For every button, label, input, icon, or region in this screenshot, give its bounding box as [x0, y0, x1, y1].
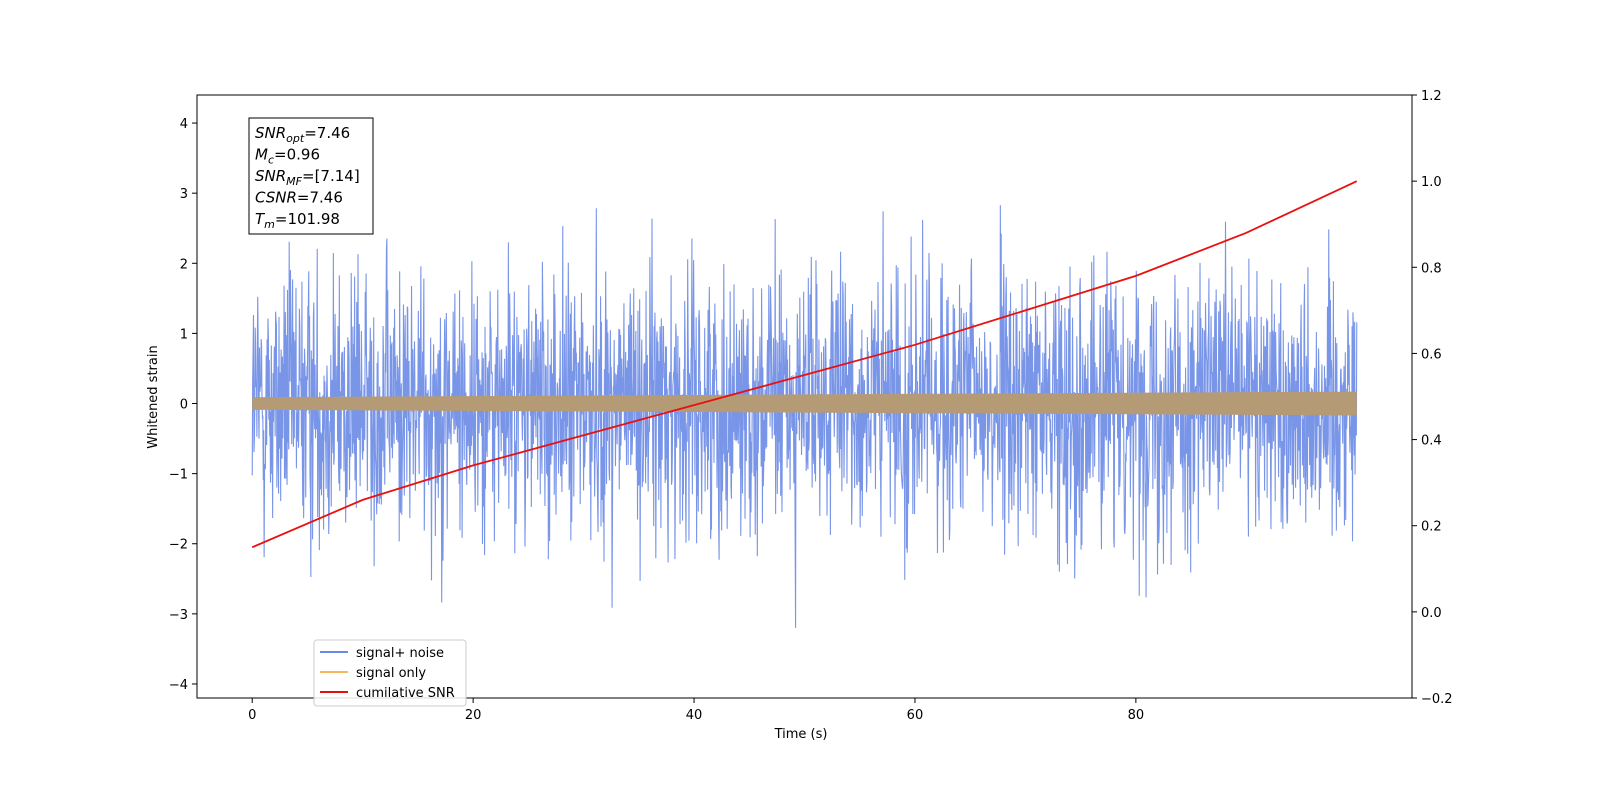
y-tick-label: −4 — [169, 678, 188, 693]
x-tick-label: 60 — [907, 708, 924, 723]
y-axis-title: Whitened strain — [146, 345, 161, 448]
x-axis-title: Time (s) — [774, 727, 828, 742]
legend: signal+ noise signal only cumilative SNR — [313, 639, 467, 707]
y2-tick-label: 0.2 — [1421, 520, 1442, 535]
y-tick-label: 3 — [180, 187, 188, 202]
y-tick-label: 2 — [180, 257, 188, 272]
annotation-line: CSNR=7.46 — [255, 189, 343, 207]
y2-tick-label: 0.8 — [1421, 261, 1442, 276]
axes-frame — [196, 94, 1413, 699]
x-tick-label: 80 — [1128, 708, 1145, 723]
y-tick-label: −3 — [169, 608, 188, 623]
x-tick-label: 20 — [465, 708, 482, 723]
series-signal-only — [252, 391, 1357, 416]
series-signal-plus-noise — [251, 205, 1358, 628]
legend-label: cumilative SNR — [356, 686, 455, 701]
legend-frame — [313, 639, 467, 707]
axes: 0 20 40 60 80 −4 −3 −2 −1 0 1 2 3 4 −0.2 0.0 0.2 0.4 0.6 0.… — [169, 89, 1453, 723]
y-tick-label: −1 — [169, 468, 188, 483]
annotation-frame — [248, 117, 374, 235]
legend-label: signal only — [356, 666, 426, 681]
series-cumulative-snr — [251, 180, 1358, 549]
y2-tick-label: 0.0 — [1421, 606, 1442, 621]
legend-label: signal+ noise — [356, 646, 444, 661]
y2-tick-label: 0.6 — [1421, 347, 1442, 362]
y-tick-label: 4 — [180, 117, 188, 132]
plot-area — [251, 180, 1358, 628]
y-tick-label: 0 — [180, 398, 188, 413]
y2-tick-label: 0.4 — [1421, 434, 1442, 449]
x-tick-label: 40 — [686, 708, 703, 723]
x-tick-label: 0 — [248, 708, 256, 723]
annotation-line: SNRMF=[7.14] — [255, 167, 360, 188]
annotation-line: SNRopt=7.46 — [255, 124, 350, 145]
y-tick-label: −2 — [169, 538, 188, 553]
y2-tick-label: −0.2 — [1421, 692, 1453, 707]
y2-tick-label: 1.2 — [1421, 89, 1442, 104]
annotation-line: Tm=101.98 — [255, 210, 340, 231]
y-tick-label: 1 — [180, 327, 188, 342]
annotation-line: Mc=0.96 — [255, 146, 320, 167]
y2-tick-label: 1.0 — [1421, 175, 1442, 190]
